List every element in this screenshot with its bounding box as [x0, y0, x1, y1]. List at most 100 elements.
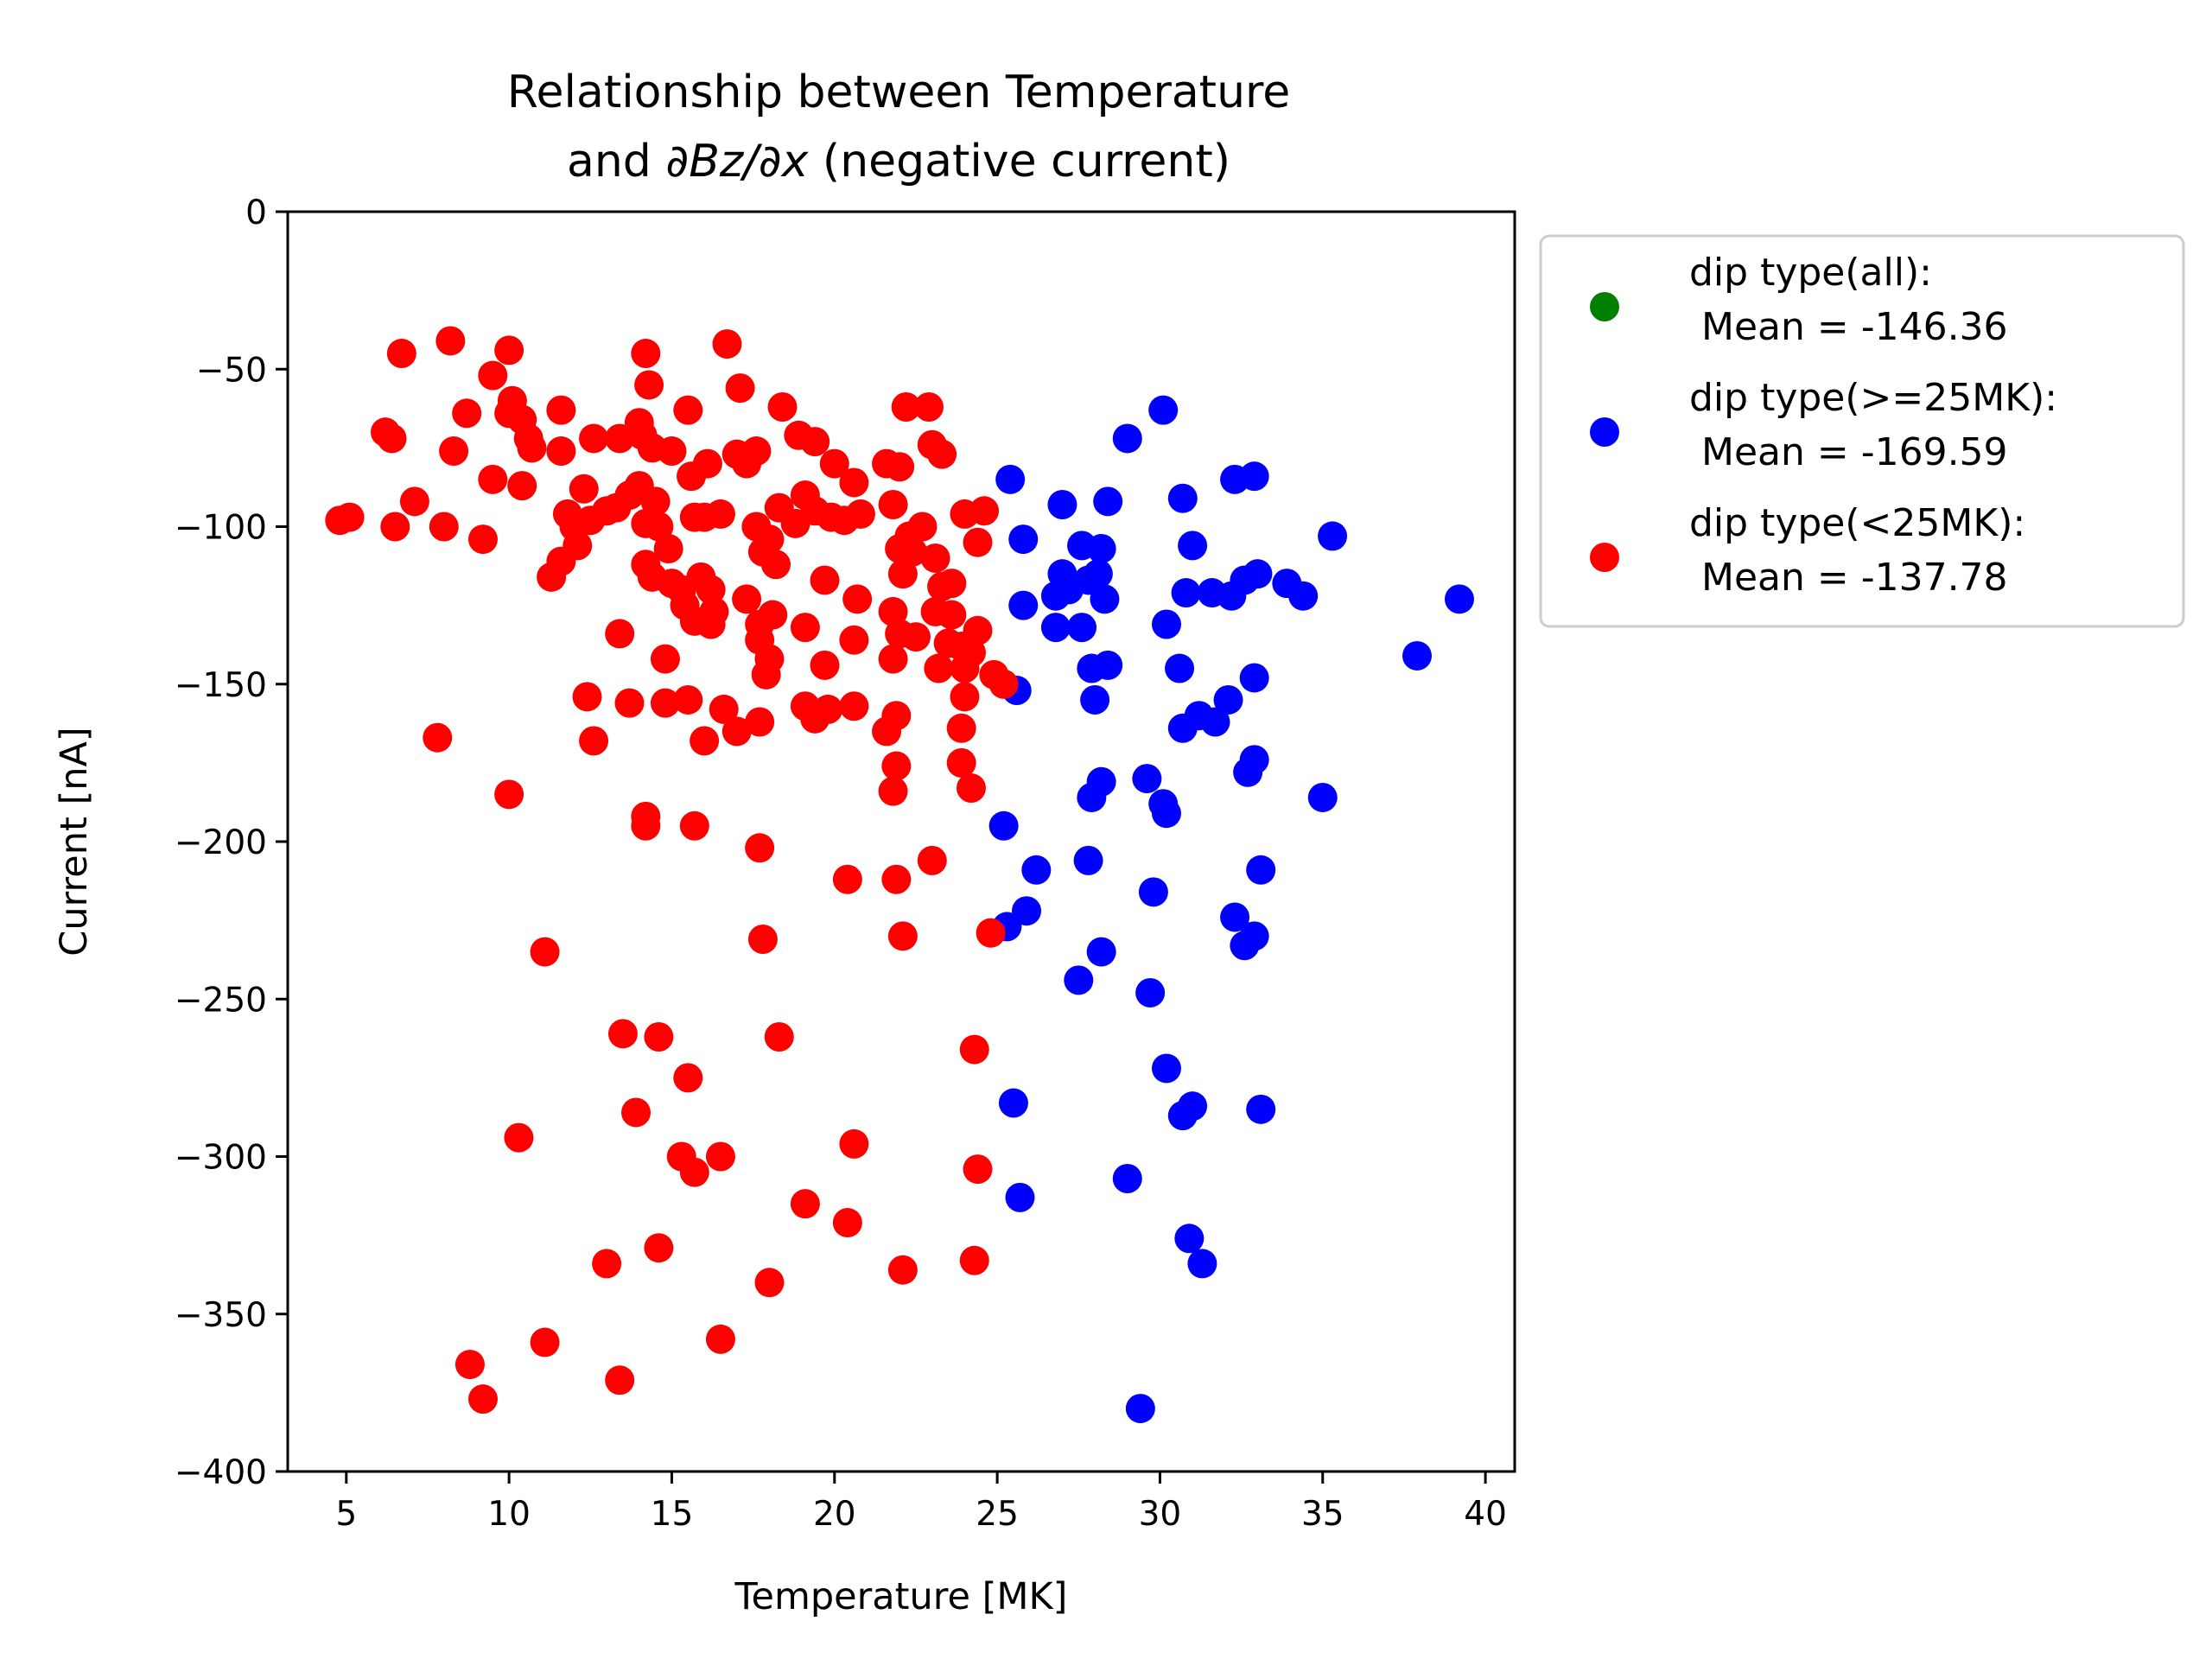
series-2-point: [721, 716, 752, 747]
y-tick-label: −150: [175, 666, 267, 705]
legend-marker-1: [1590, 417, 1619, 447]
series-1-point: [1090, 584, 1120, 614]
series-1-point: [1132, 764, 1162, 794]
series-2-point: [690, 726, 720, 756]
series-2-point: [845, 499, 875, 529]
series-1-point: [1151, 798, 1181, 829]
series-1-point: [1288, 581, 1319, 611]
series-2-point: [563, 531, 593, 561]
series-1-point: [1086, 937, 1116, 967]
series-2-point: [386, 339, 416, 369]
series-1-point: [1083, 559, 1113, 589]
series-2-point: [900, 622, 931, 652]
series-2-point: [920, 543, 950, 573]
series-2-point: [950, 682, 980, 712]
series-1-point: [1125, 1394, 1155, 1424]
legend-items: dip type(all): Mean = -146.36 dip type(>=…: [1590, 251, 2057, 600]
series-2-point: [546, 395, 576, 425]
x-tick-label: 5: [335, 1495, 357, 1534]
series-2-point: [976, 918, 1006, 948]
x-axis-ticks: 5 10 15 20 25 30 35 40: [335, 1471, 1507, 1534]
series-1-point: [1077, 782, 1107, 812]
series-2-point: [813, 694, 843, 724]
series-2-point: [758, 600, 788, 630]
series-2-point: [705, 1324, 735, 1354]
series-2-point: [946, 713, 976, 743]
series-2-point: [377, 423, 407, 454]
series-2-point: [494, 335, 524, 365]
series-2-point: [832, 864, 862, 894]
series-2-point: [429, 512, 459, 542]
series-2-point: [969, 496, 1000, 526]
x-tick-label: 15: [651, 1495, 694, 1534]
series-2-point: [924, 653, 954, 683]
series-1-point: [1135, 977, 1166, 1007]
chart-title-line2: and ∂Bz/∂x (negative current): [567, 136, 1230, 188]
y-axis-label: Current [nA]: [53, 727, 96, 956]
legend: dip type(all): Mean = -146.36 dip type(>=…: [1539, 234, 2185, 628]
series-1-point: [1167, 483, 1198, 513]
series-2-point: [673, 684, 703, 715]
series-2-point: [751, 659, 781, 690]
series-2-point: [839, 1128, 869, 1159]
series-2-point: [705, 499, 735, 529]
series-1-point: [1080, 684, 1110, 715]
series-2-point: [810, 565, 840, 595]
series-2-point: [887, 559, 918, 589]
series-1-point: [1021, 855, 1052, 885]
series-2-point: [959, 1245, 989, 1275]
series-2-point: [790, 1189, 820, 1219]
series-1-point: [1246, 855, 1276, 885]
series-2-point: [452, 398, 482, 429]
series-2-point: [650, 644, 680, 674]
series-2-point: [963, 615, 993, 645]
series-2-point: [467, 1384, 498, 1414]
x-tick-label: 20: [813, 1495, 856, 1534]
series-1-point: [1086, 534, 1116, 564]
legend-frame: [1539, 234, 2185, 628]
series-1-point: [1167, 1101, 1198, 1131]
x-tick-label: 30: [1139, 1495, 1182, 1534]
series-1-point: [1200, 707, 1230, 737]
series-2-point: [605, 1365, 635, 1395]
series-2-point: [963, 527, 993, 557]
x-tick-label: 10: [487, 1495, 531, 1534]
series-2-point: [679, 810, 709, 841]
series-1-point: [1318, 521, 1348, 551]
series-2-point: [842, 584, 873, 614]
series-2-point: [741, 436, 772, 467]
series-1-point: [1239, 663, 1269, 693]
series-2-point: [607, 1019, 638, 1049]
series-2-point: [754, 524, 785, 555]
series-1-point: [1064, 965, 1094, 995]
series-1-point: [1174, 1224, 1205, 1254]
series-1-point: [1217, 581, 1247, 611]
series-2-point: [800, 427, 830, 457]
y-tick-label: −50: [196, 351, 267, 390]
series-1-point: [1402, 640, 1433, 671]
series-2-point: [747, 924, 778, 954]
series-2-point: [621, 1097, 652, 1128]
legend-label-1: dip type(>=25MK):: [1689, 376, 2057, 420]
series-2-point: [631, 810, 661, 841]
series-2-point: [839, 467, 869, 498]
series-2-point: [878, 776, 908, 806]
legend-mean-0: Mean = -146.36: [1689, 305, 2008, 349]
y-tick-label: −100: [175, 509, 267, 548]
series-2-point: [696, 609, 726, 639]
series-2-point: [956, 638, 986, 668]
series-1-point: [998, 1088, 1028, 1118]
x-tick-label: 35: [1301, 1495, 1344, 1534]
series-2-point: [819, 448, 849, 479]
series-1-point: [1148, 395, 1179, 425]
series-1-point: [1151, 609, 1181, 639]
series-2-point: [653, 534, 683, 564]
series-2-point: [679, 1157, 709, 1187]
series-2-point: [579, 726, 609, 756]
series-1-point: [1213, 684, 1243, 715]
series-1-point: [995, 464, 1026, 494]
series-2-point: [673, 395, 703, 425]
series-2-point: [790, 613, 820, 643]
y-tick-label: 0: [245, 194, 267, 232]
series-1-point: [1093, 486, 1123, 517]
